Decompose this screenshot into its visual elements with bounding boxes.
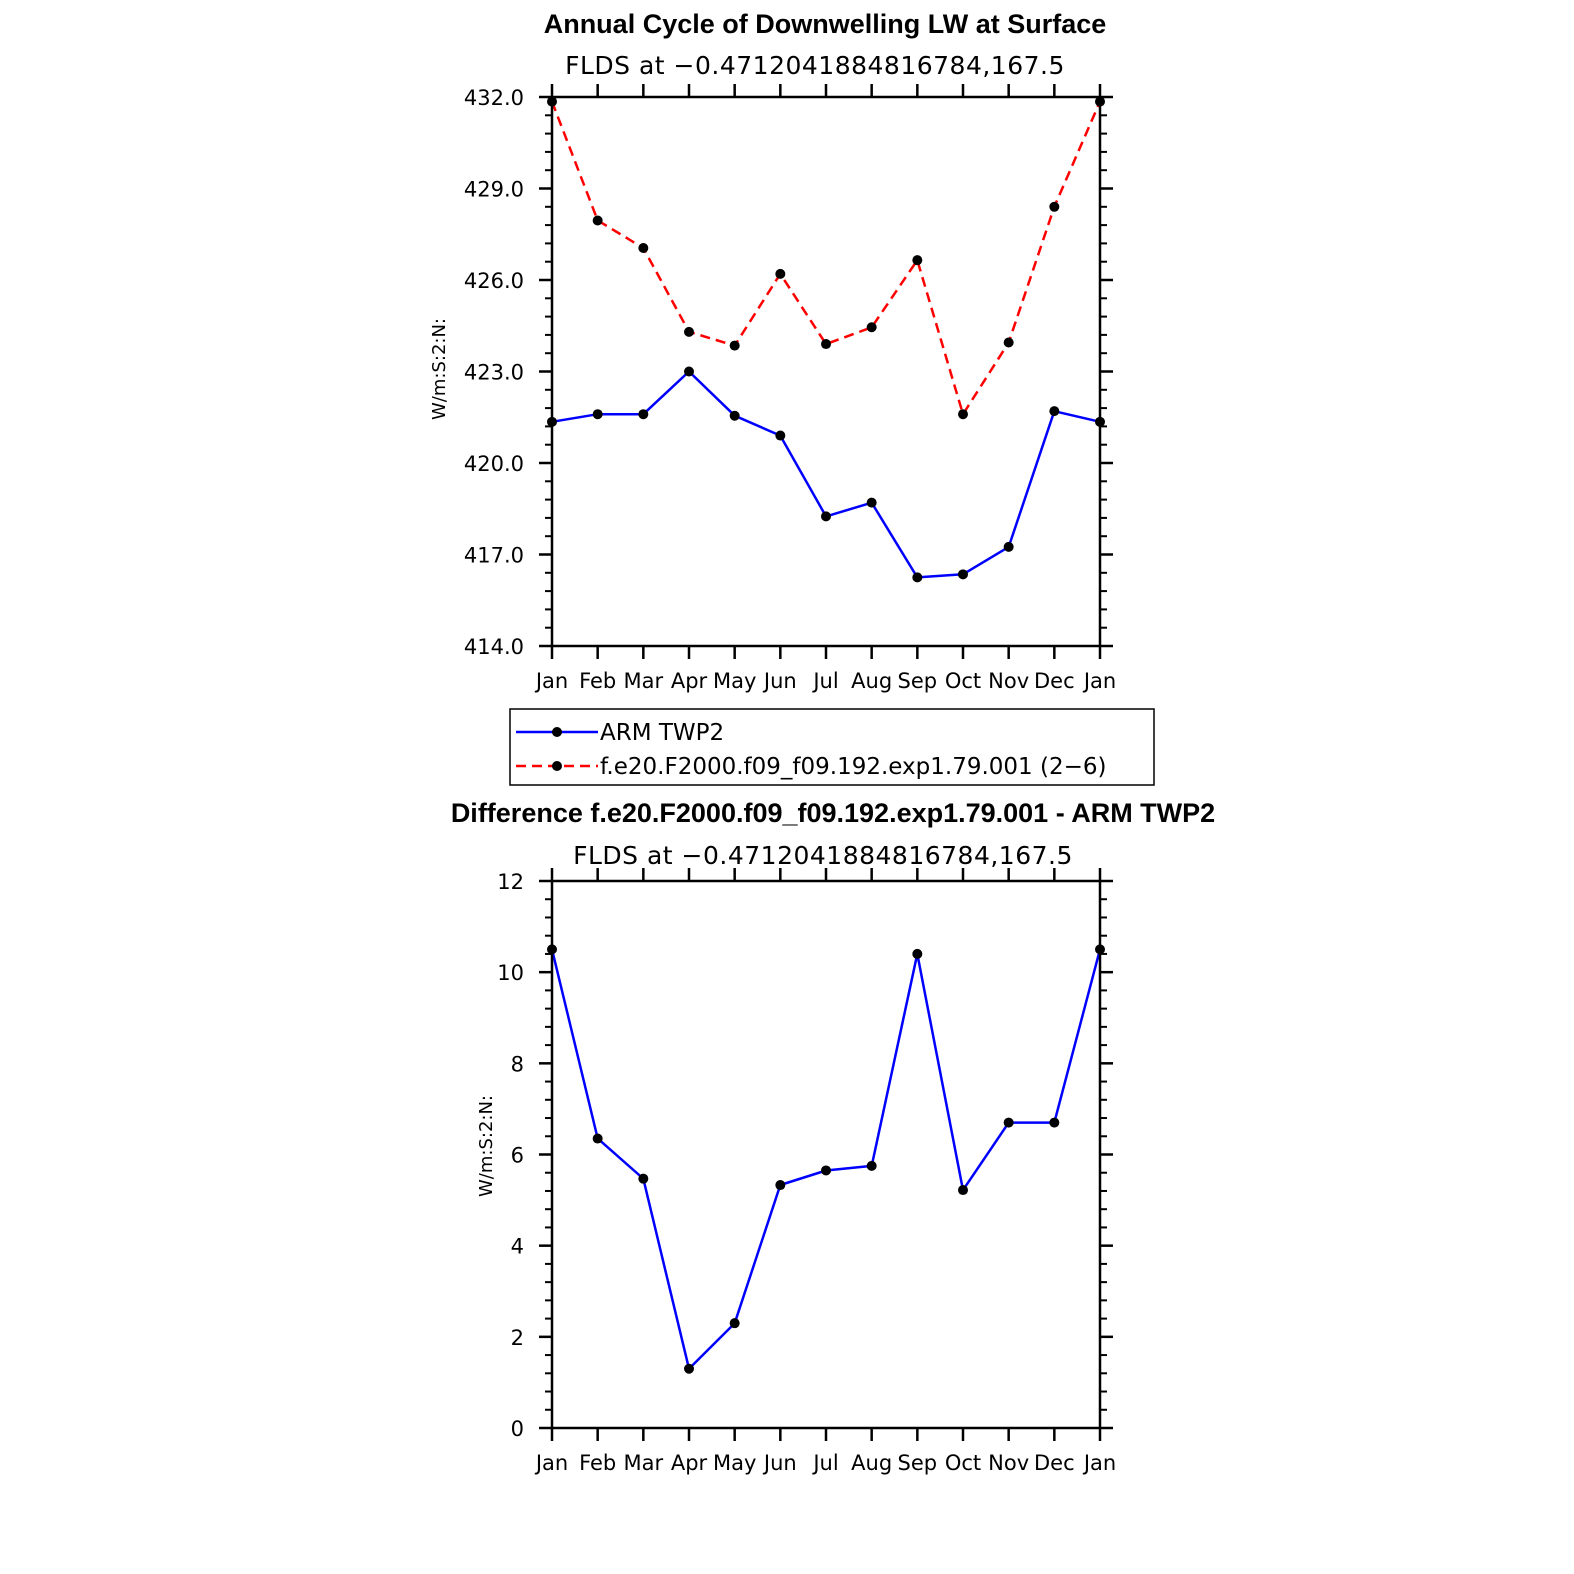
difference-plot-frame xyxy=(550,879,1102,1430)
y-tick-label: 0 xyxy=(511,1417,524,1441)
data-point xyxy=(592,1133,603,1144)
data-point xyxy=(592,409,603,420)
y-tick-label: 10 xyxy=(497,961,524,985)
data-point xyxy=(1003,1117,1014,1128)
data-point xyxy=(912,255,923,266)
legend-label-model: f.e20.F2000.f09_f09.192.exp1.79.001 (2−6… xyxy=(600,754,1106,780)
annual-cycle-subtitle: FLDS at −0.4712041884816784,167.5 xyxy=(565,51,1065,80)
x-tick-label: Dec xyxy=(1034,669,1075,693)
x-tick-label: Nov xyxy=(988,1451,1029,1475)
data-point xyxy=(638,242,649,253)
data-point xyxy=(775,430,786,441)
x-tick-label: Jul xyxy=(811,669,838,693)
legend-entry-arm-twp2: ARM TWP2 xyxy=(516,720,724,746)
x-tick-label: Aug xyxy=(851,669,892,693)
data-point xyxy=(1049,406,1060,417)
x-tick-label: Jan xyxy=(1082,669,1116,693)
data-point xyxy=(638,1173,649,1184)
data-point xyxy=(821,339,831,350)
data-point xyxy=(592,215,603,226)
x-tick-label: Oct xyxy=(945,1451,981,1475)
series-line-0 xyxy=(551,370,1101,579)
data-point xyxy=(684,326,694,337)
data-point xyxy=(912,572,923,583)
legend-entry-model: f.e20.F2000.f09_f09.192.exp1.79.001 (2−6… xyxy=(516,754,1106,780)
data-point xyxy=(866,1160,877,1171)
legend-label-arm-twp2: ARM TWP2 xyxy=(600,720,724,746)
x-tick-label: Mar xyxy=(624,669,664,693)
y-tick-label: 417.0 xyxy=(464,544,524,568)
data-point xyxy=(866,322,877,333)
legend: ARM TWP2 f.e20.F2000.f09_f09.192.exp1.79… xyxy=(509,708,1155,786)
x-tick-label: Jun xyxy=(762,669,797,693)
x-tick-label: Sep xyxy=(898,1451,938,1475)
x-tick-label: Jul xyxy=(811,1451,838,1475)
annual-cycle-title: Annual Cycle of Downwelling LW at Surfac… xyxy=(544,9,1107,39)
data-point xyxy=(866,497,877,508)
annual-cycle-y-axis-label: W/m:S:2:N: xyxy=(429,318,450,420)
y-tick-label: 4 xyxy=(511,1235,524,1259)
x-tick-label: Apr xyxy=(671,1451,708,1475)
y-tick-label: 420.0 xyxy=(464,452,524,476)
x-tick-label: Jan xyxy=(534,1451,568,1475)
x-tick-label: Sep xyxy=(898,669,938,693)
data-point xyxy=(821,1165,831,1176)
y-tick-label: 429.0 xyxy=(464,178,524,202)
data-point xyxy=(958,409,968,420)
data-point xyxy=(912,948,923,959)
y-tick-label: 2 xyxy=(511,1326,524,1350)
data-point xyxy=(684,366,694,377)
y-tick-label: 6 xyxy=(511,1144,524,1168)
y-tick-label: 423.0 xyxy=(464,361,524,385)
y-tick-label: 432.0 xyxy=(464,86,524,110)
legend-marker-model xyxy=(552,761,562,771)
y-tick-label: 8 xyxy=(511,1052,524,1076)
data-point xyxy=(729,1318,740,1329)
data-point xyxy=(729,410,740,421)
x-tick-label: Aug xyxy=(851,1451,892,1475)
data-point xyxy=(958,569,968,580)
x-tick-label: Jun xyxy=(762,1451,797,1475)
x-tick-label: Feb xyxy=(579,669,616,693)
data-point xyxy=(958,1185,968,1196)
legend-box xyxy=(509,708,1155,786)
y-tick-label: 414.0 xyxy=(464,635,524,659)
x-tick-label: Mar xyxy=(624,1451,664,1475)
x-tick-label: Oct xyxy=(945,669,981,693)
data-point xyxy=(1049,201,1060,212)
data-point xyxy=(684,1363,694,1374)
data-point xyxy=(775,1180,786,1191)
data-point xyxy=(1003,337,1014,348)
data-point xyxy=(821,511,831,522)
x-tick-label: May xyxy=(713,1451,756,1475)
data-point xyxy=(1049,1117,1060,1128)
difference-subtitle: FLDS at −0.4712041884816784,167.5 xyxy=(573,841,1073,870)
data-point xyxy=(638,409,649,420)
legend-marker-arm-twp2 xyxy=(552,727,562,737)
series-line-0 xyxy=(550,949,1102,1370)
x-tick-label: Jan xyxy=(1082,1451,1116,1475)
data-point xyxy=(775,268,786,279)
x-tick-label: Jan xyxy=(534,669,568,693)
difference-title: Difference f.e20.F2000.f09_f09.192.exp1.… xyxy=(451,798,1215,828)
annual-cycle-plot-frame xyxy=(550,95,1102,648)
y-tick-label: 426.0 xyxy=(464,269,524,293)
difference-y-axis-label: W/m:S:2:N: xyxy=(476,1095,497,1197)
annual-cycle-panel: Annual Cycle of Downwelling LW at Surfac… xyxy=(429,9,1155,786)
x-tick-label: Dec xyxy=(1034,1451,1075,1475)
data-point xyxy=(729,340,740,351)
y-tick-label: 12 xyxy=(497,870,524,894)
series-line-1 xyxy=(550,101,1102,416)
data-point xyxy=(1003,541,1014,552)
x-tick-label: Apr xyxy=(671,669,708,693)
x-tick-label: Feb xyxy=(579,1451,616,1475)
x-tick-label: May xyxy=(713,669,756,693)
difference-panel: Difference f.e20.F2000.f09_f09.192.exp1.… xyxy=(451,798,1215,1475)
x-tick-label: Nov xyxy=(988,669,1029,693)
